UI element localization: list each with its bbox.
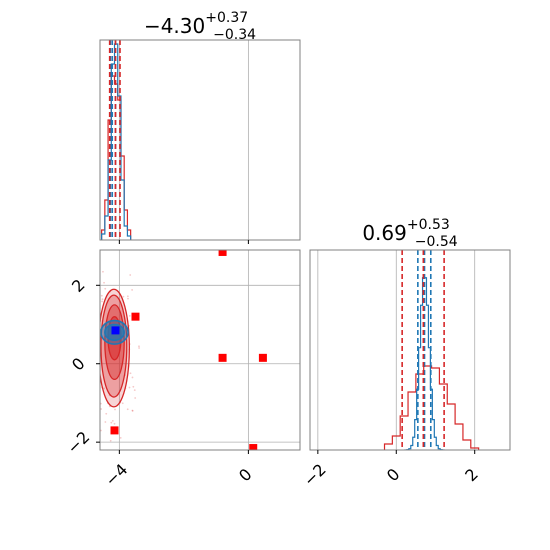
joint-sample-point bbox=[103, 281, 105, 284]
p1-title: −4.30+0.37 −0.34 bbox=[144, 10, 256, 43]
p2-x-tick-label: 0 bbox=[383, 465, 404, 486]
joint-marker-square bbox=[131, 312, 140, 321]
joint-sample-point bbox=[103, 387, 106, 390]
p2-histogram-panel bbox=[309, 249, 511, 451]
joint-sample-point bbox=[133, 389, 136, 392]
joint-posterior-frame bbox=[99, 249, 301, 451]
joint-x-tick-label: −4 bbox=[101, 460, 131, 490]
p1-title-plus: +0.37 bbox=[205, 10, 248, 26]
joint-sample-point bbox=[111, 419, 114, 422]
joint-sample-point bbox=[131, 409, 134, 412]
joint-sample-point bbox=[129, 372, 132, 375]
joint-sample-point bbox=[110, 421, 113, 424]
joint-sample-point bbox=[131, 289, 134, 291]
joint-marker-square bbox=[258, 353, 267, 362]
joint-marker-square bbox=[249, 444, 258, 450]
joint-sample-point bbox=[97, 287, 99, 289]
p2-title-plus: +0.53 bbox=[407, 217, 450, 233]
joint-sample-point bbox=[113, 422, 116, 425]
joint-marker-square bbox=[218, 353, 227, 362]
joint-marker-square bbox=[218, 250, 227, 256]
joint-sample-point bbox=[105, 412, 108, 415]
p2-x-tick-label: −2 bbox=[300, 460, 330, 490]
p2-histogram-frame bbox=[309, 249, 511, 451]
joint-sample-point bbox=[101, 298, 104, 301]
p1-title-median: −4.30 bbox=[144, 14, 205, 38]
joint-sample-point bbox=[129, 274, 132, 276]
joint-sample-point bbox=[128, 314, 131, 317]
joint-sample-point bbox=[128, 386, 131, 389]
joint-sample-point bbox=[104, 287, 107, 290]
p2-title: 0.69+0.53 −0.54 bbox=[362, 217, 457, 250]
joint-sample-point bbox=[126, 408, 129, 411]
joint-sample-point bbox=[100, 294, 103, 297]
joint-sample-point bbox=[138, 345, 140, 348]
p1-histogram-panel bbox=[99, 39, 301, 241]
joint-sample-point bbox=[132, 385, 135, 388]
joint-sample-point bbox=[95, 375, 97, 377]
joint-sample-point bbox=[119, 436, 122, 439]
p2-title-minus: −0.54 bbox=[415, 234, 458, 250]
p1-title-minus: −0.34 bbox=[213, 27, 256, 43]
joint-y-tick-label: 2 bbox=[68, 275, 89, 296]
joint-sample-point bbox=[122, 295, 125, 298]
joint-posterior-panel bbox=[91, 249, 301, 451]
joint-sample-point bbox=[104, 421, 107, 423]
joint-y-tick-label: 0 bbox=[68, 354, 89, 375]
joint-sample-point bbox=[131, 376, 134, 379]
joint-sample-point bbox=[100, 408, 103, 410]
joint-sample-point bbox=[131, 409, 134, 412]
joint-sample-point bbox=[96, 280, 98, 282]
joint-sample-point bbox=[109, 439, 112, 442]
joint-sample-point bbox=[91, 350, 93, 352]
p1-histogram-frame bbox=[99, 39, 301, 241]
joint-sample-point bbox=[121, 402, 124, 405]
p2-title-median: 0.69 bbox=[362, 221, 407, 245]
joint-sample-point bbox=[126, 295, 129, 298]
joint-sample-point bbox=[114, 408, 116, 411]
joint-sample-point bbox=[127, 297, 129, 300]
joint-x-tick-label: 0 bbox=[235, 465, 256, 486]
joint-truth-marker bbox=[111, 326, 120, 335]
joint-sample-point bbox=[134, 397, 137, 399]
joint-y-tick-label: −2 bbox=[63, 427, 93, 457]
joint-sample-point bbox=[138, 347, 140, 349]
joint-sample-point bbox=[101, 300, 103, 303]
joint-marker-square bbox=[110, 426, 119, 435]
joint-sample-point bbox=[102, 270, 104, 273]
joint-sample-point bbox=[93, 326, 95, 328]
p2-x-tick-label: 2 bbox=[461, 465, 482, 486]
